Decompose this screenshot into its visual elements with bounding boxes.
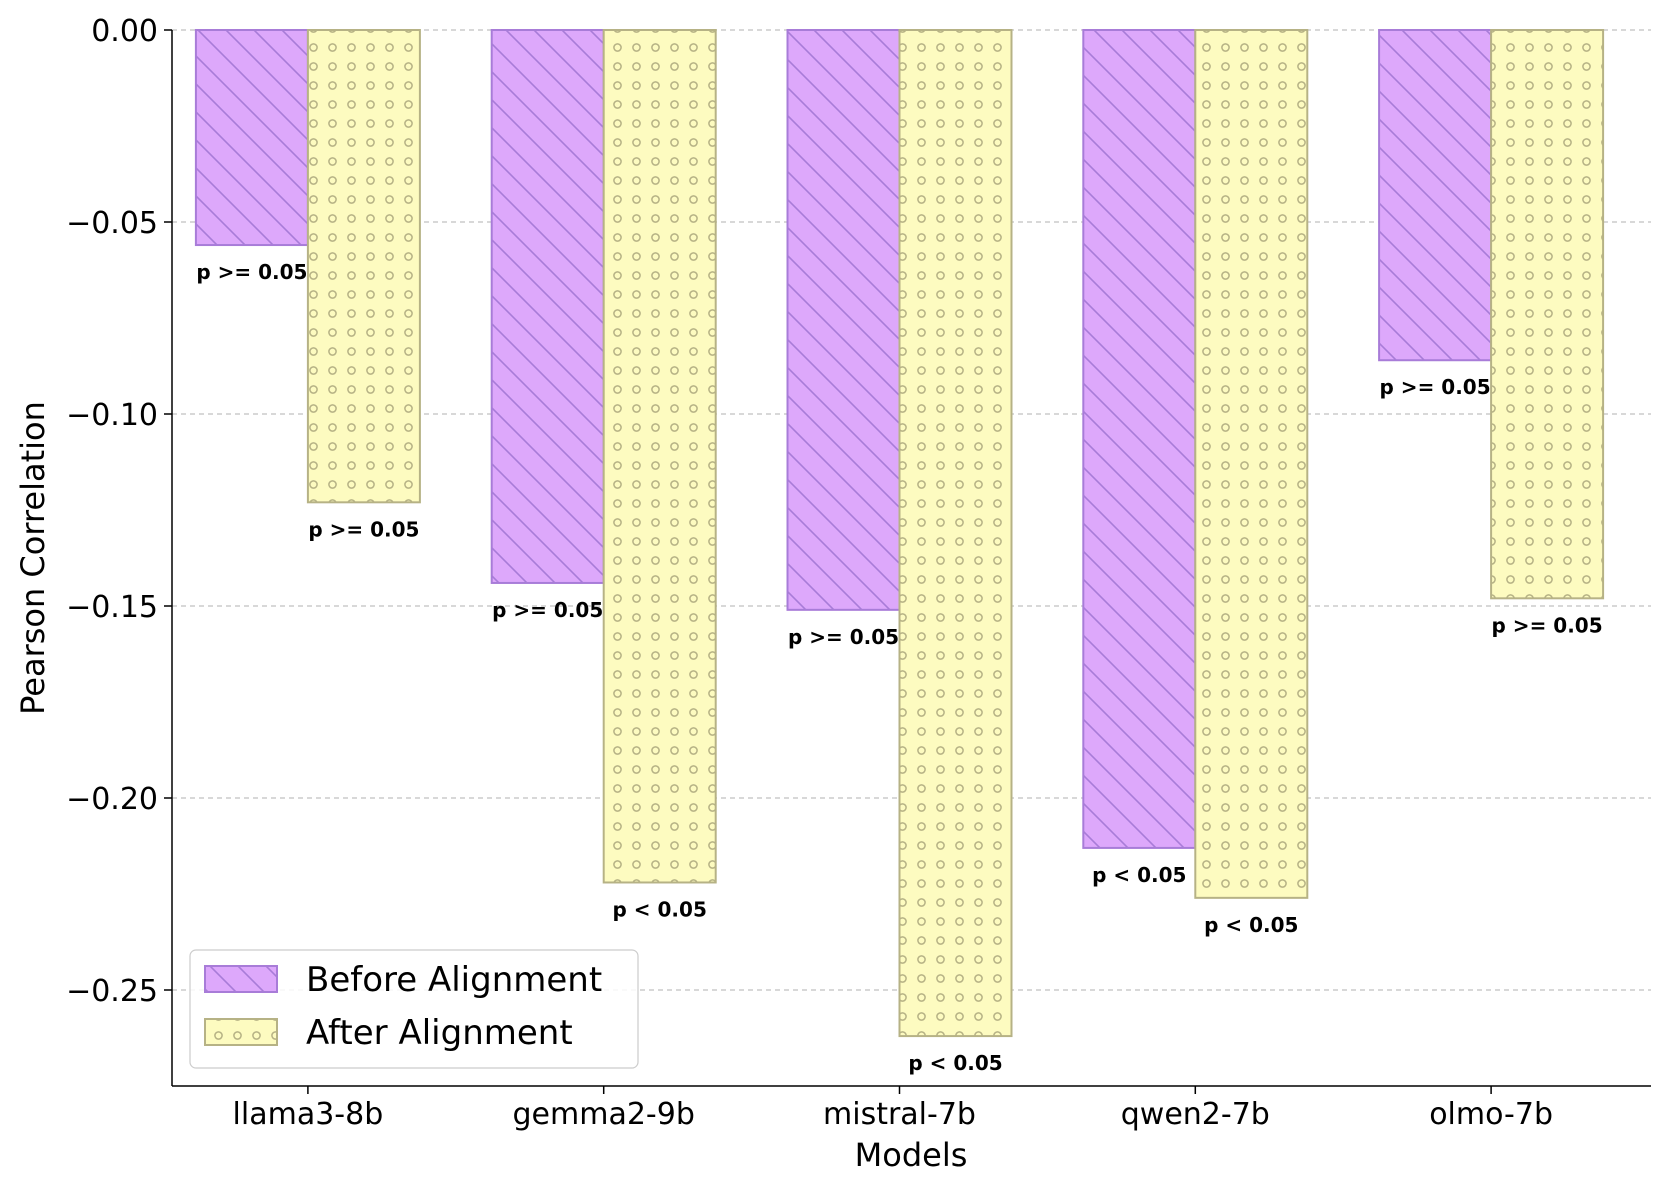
p-value-labels: p >= 0.05 p >= 0.05 p >= 0.05 p < 0.05 p >= … [196,260,1602,1075]
x-ticks: llama3-8b gemma2-9b mistral-7b qwen2-7b olmo… [233,1086,1553,1132]
y-tick-label: −0.20 [66,782,158,817]
p-value-label: p >= 0.05 [1380,375,1491,399]
y-axis-title: Pearson Correlation [14,401,52,715]
bar-before-alignment [1082,29,1197,849]
p-value-label: p < 0.05 [1204,913,1298,937]
p-value-label: p >= 0.05 [1492,613,1603,637]
legend-label-after: After Alignment [306,1013,573,1053]
bar-after-alignment [1490,29,1605,600]
p-value-label: p < 0.05 [613,897,707,921]
y-tick-label: −0.25 [66,974,158,1009]
p-value-label: p >= 0.05 [788,625,899,649]
legend-label-before: Before Alignment [306,960,602,1000]
x-axis-title: Models [855,1136,968,1174]
legend-box [189,949,639,1069]
bar-after-alignment [1194,29,1309,899]
bar-before-alignment [1378,29,1493,362]
legend: Before Alignment After Alignment [189,949,639,1069]
y-tick-label: −0.10 [66,398,158,433]
y-tick-label: −0.15 [66,590,158,625]
bar-before-alignment [194,29,309,247]
bar-after-alignment [306,29,421,504]
p-value-label: p < 0.05 [1092,863,1186,887]
p-value-label: p >= 0.05 [196,260,307,284]
x-tick-label: gemma2-9b [513,1097,695,1132]
x-tick-label: qwen2-7b [1121,1097,1270,1132]
bars [194,29,1605,1038]
p-value-label: p >= 0.05 [308,517,419,541]
x-tick-label: llama3-8b [233,1097,384,1132]
y-tick-label: 0.00 [91,14,158,49]
y-ticks: 0.00 −0.05 −0.10 −0.15 −0.20 −0.25 [66,14,172,1009]
bar-before-alignment [786,29,901,611]
y-tick-label: −0.05 [66,206,158,241]
p-value-label: p < 0.05 [908,1051,1002,1075]
bar-after-alignment [602,29,717,884]
legend-swatch-after [204,1018,278,1046]
legend-swatch-before [204,965,278,993]
bar-before-alignment [490,29,605,584]
bar-after-alignment [898,29,1013,1038]
p-value-label: p >= 0.05 [492,598,603,622]
x-tick-label: olmo-7b [1429,1097,1553,1132]
x-tick-label: mistral-7b [823,1097,976,1132]
